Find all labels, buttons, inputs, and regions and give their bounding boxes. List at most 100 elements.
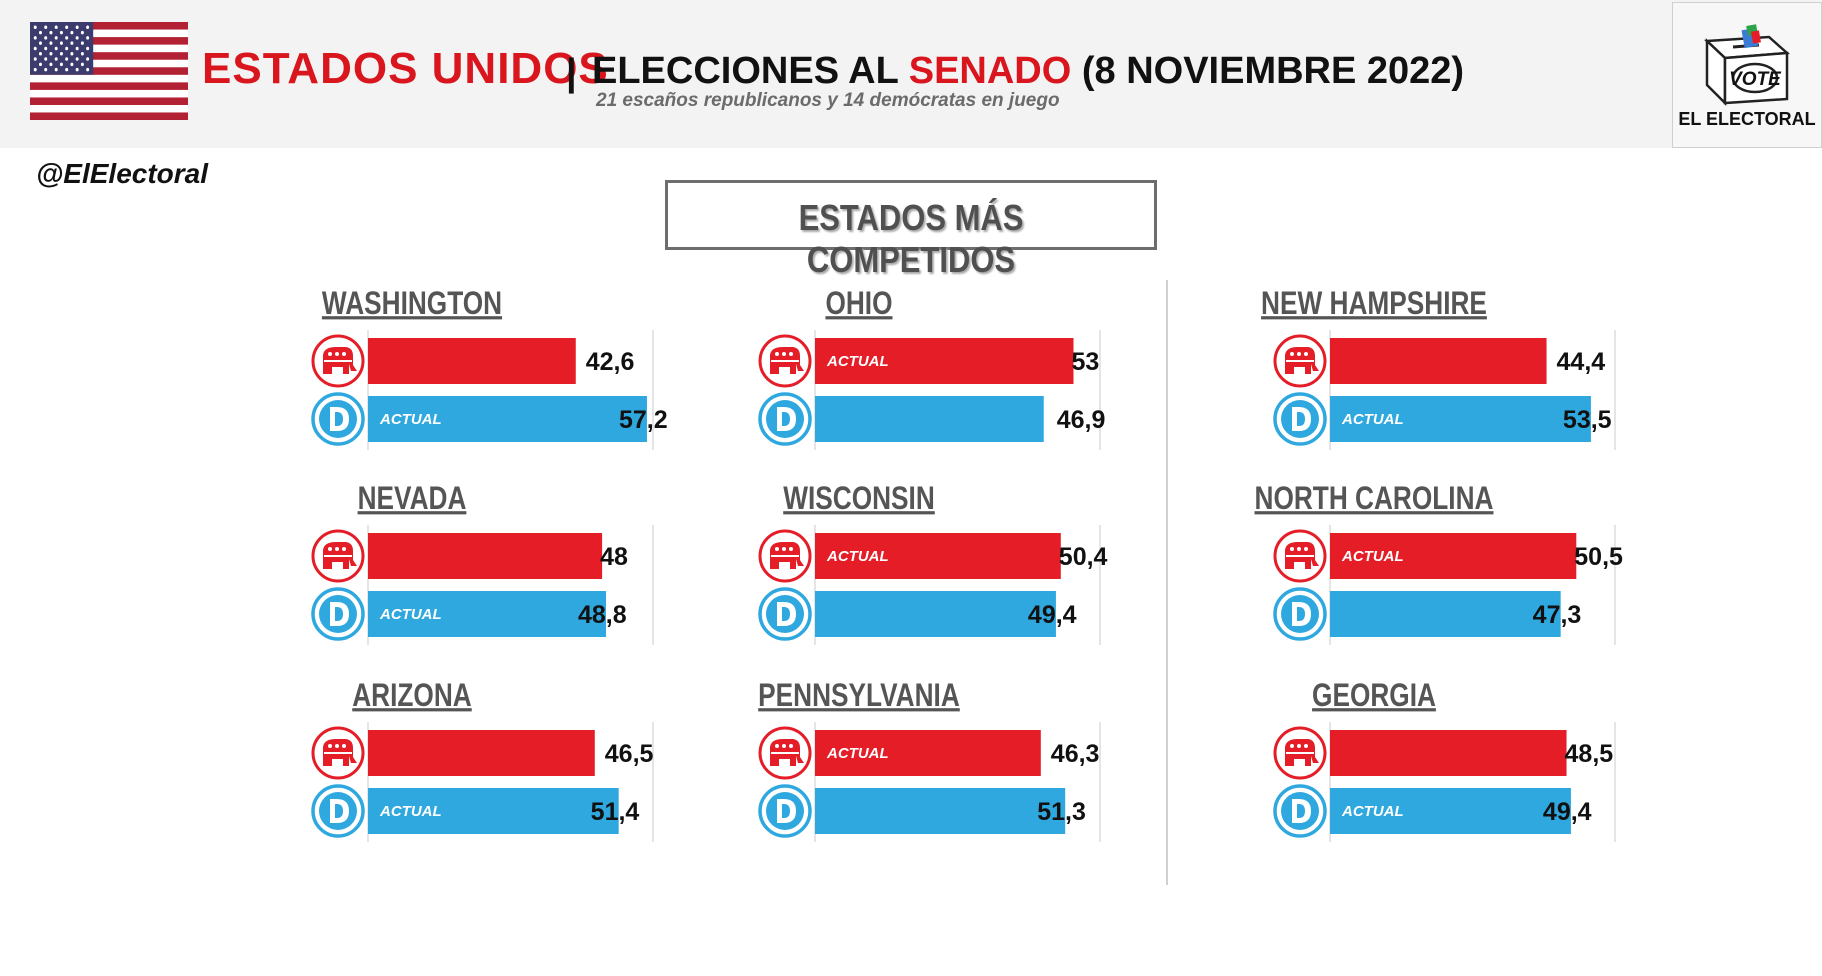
flag-star xyxy=(80,30,84,35)
flag-star xyxy=(54,36,58,40)
democrat-bar xyxy=(368,396,647,442)
ballot-text: VOTE xyxy=(1729,69,1782,90)
republican-value-label: 53 xyxy=(1071,348,1099,376)
flag-star xyxy=(38,30,42,35)
democrat-value-label: 46,9 xyxy=(1057,406,1106,434)
title-suffix: (8 NOVIEMBRE 2022) xyxy=(1081,50,1465,92)
flag-star xyxy=(54,57,58,61)
incumbent-label: ACTUAL xyxy=(379,411,442,428)
flag-star xyxy=(44,25,48,30)
republican-bar xyxy=(815,533,1061,579)
flag-star xyxy=(33,25,37,30)
republican-elephant-icon xyxy=(1273,334,1327,388)
flag-star xyxy=(38,51,42,56)
country-title: ESTADOS UNIDOS xyxy=(202,44,609,93)
flag-star xyxy=(44,67,48,72)
flag-star xyxy=(70,30,74,35)
section-title: ESTADOS MÁS COMPETIDOS xyxy=(798,197,1024,280)
flag-star xyxy=(65,36,69,40)
flag-star xyxy=(75,67,79,72)
flag-star xyxy=(65,67,69,72)
democrat-value-label: 57,2 xyxy=(619,406,668,434)
republican-bar xyxy=(815,730,1041,776)
flag-star xyxy=(86,67,90,72)
title-prefix: ELECCIONES AL xyxy=(592,50,899,92)
flag-star xyxy=(86,25,90,30)
republican-value-label: 50,5 xyxy=(1574,543,1623,571)
flag-star xyxy=(70,51,74,56)
republican-value-label: 50,4 xyxy=(1059,543,1108,571)
flag-star xyxy=(33,46,37,51)
republican-bar xyxy=(368,338,576,384)
flag-star xyxy=(65,46,69,51)
flag-star xyxy=(54,46,58,51)
republican-elephant-icon xyxy=(311,334,365,388)
el-electoral-logo: VOTE EL ELECTORAL xyxy=(1672,2,1822,148)
democrat-bar xyxy=(1330,788,1571,834)
us-flag-icon xyxy=(30,22,188,120)
flag-star xyxy=(75,36,79,40)
logo-name: EL ELECTORAL xyxy=(1678,109,1816,129)
flag-star xyxy=(65,25,69,30)
republican-elephant-icon xyxy=(758,529,812,583)
republican-bar xyxy=(368,533,603,579)
democrat-d-icon xyxy=(1273,587,1327,641)
republican-elephant-icon xyxy=(1273,529,1327,583)
flag-star xyxy=(44,57,48,61)
flag-star xyxy=(70,62,74,67)
democrat-value-label: 51,4 xyxy=(591,798,640,826)
flag-star xyxy=(44,36,48,40)
flag-star xyxy=(86,36,90,40)
incumbent-label: ACTUAL xyxy=(1341,411,1404,428)
state-name: NEW HAMPSHIRE xyxy=(1261,287,1487,322)
democrat-d-icon xyxy=(758,587,812,641)
democrat-value-label: 51,3 xyxy=(1037,798,1086,826)
flag-star xyxy=(80,51,84,56)
incumbent-label: ACTUAL xyxy=(379,803,442,820)
democrat-value-label: 48,8 xyxy=(578,601,627,629)
section-title-box: ESTADOS MÁS COMPETIDOS xyxy=(665,180,1157,280)
democrat-bar xyxy=(1330,591,1561,637)
flag-star xyxy=(33,36,37,40)
democrat-d-icon xyxy=(311,587,365,641)
page-title: ELECCIONES AL SENADO (8 NOVIEMBRE 2022) xyxy=(592,50,1464,93)
flag-star xyxy=(33,67,37,72)
democrat-bar xyxy=(368,591,606,637)
republican-value-label: 44,4 xyxy=(1557,348,1606,376)
republican-value-label: 48 xyxy=(600,543,628,571)
flag-star xyxy=(54,25,58,30)
flag-star xyxy=(49,51,53,56)
republican-elephant-icon xyxy=(311,529,365,583)
state-name: OHIO xyxy=(825,287,892,322)
flag-star xyxy=(44,46,48,51)
flag-star xyxy=(49,41,53,45)
flag-star xyxy=(80,62,84,67)
republican-value-label: 46,3 xyxy=(1051,740,1100,768)
republican-bar xyxy=(815,338,1074,384)
state-name: WISCONSIN xyxy=(783,482,935,517)
democrat-d-icon xyxy=(311,784,365,838)
republican-bar xyxy=(1330,533,1577,579)
flag-star xyxy=(54,67,58,72)
democrat-d-icon xyxy=(758,392,812,446)
republican-bar xyxy=(368,730,595,776)
flag-star xyxy=(38,41,42,45)
republican-elephant-icon xyxy=(758,334,812,388)
republican-value-label: 46,5 xyxy=(605,740,654,768)
incumbent-label: ACTUAL xyxy=(826,548,889,565)
incumbent-label: ACTUAL xyxy=(826,745,889,762)
state-name: PENNSYLVANIA xyxy=(758,679,960,714)
republican-value-label: 42,6 xyxy=(586,348,635,376)
incumbent-label: ACTUAL xyxy=(1341,548,1404,565)
republican-value-label: 48,5 xyxy=(1565,740,1614,768)
state-name: ARIZONA xyxy=(352,679,471,714)
flag-star xyxy=(59,41,63,45)
flag-star xyxy=(80,41,84,45)
state-name: WASHINGTON xyxy=(322,287,502,322)
republican-elephant-icon xyxy=(758,726,812,780)
state-name: GEORGIA xyxy=(1312,679,1436,714)
ballot-box-icon: VOTE xyxy=(1704,24,1791,107)
flag-star xyxy=(33,57,37,61)
republican-bar xyxy=(1330,338,1547,384)
